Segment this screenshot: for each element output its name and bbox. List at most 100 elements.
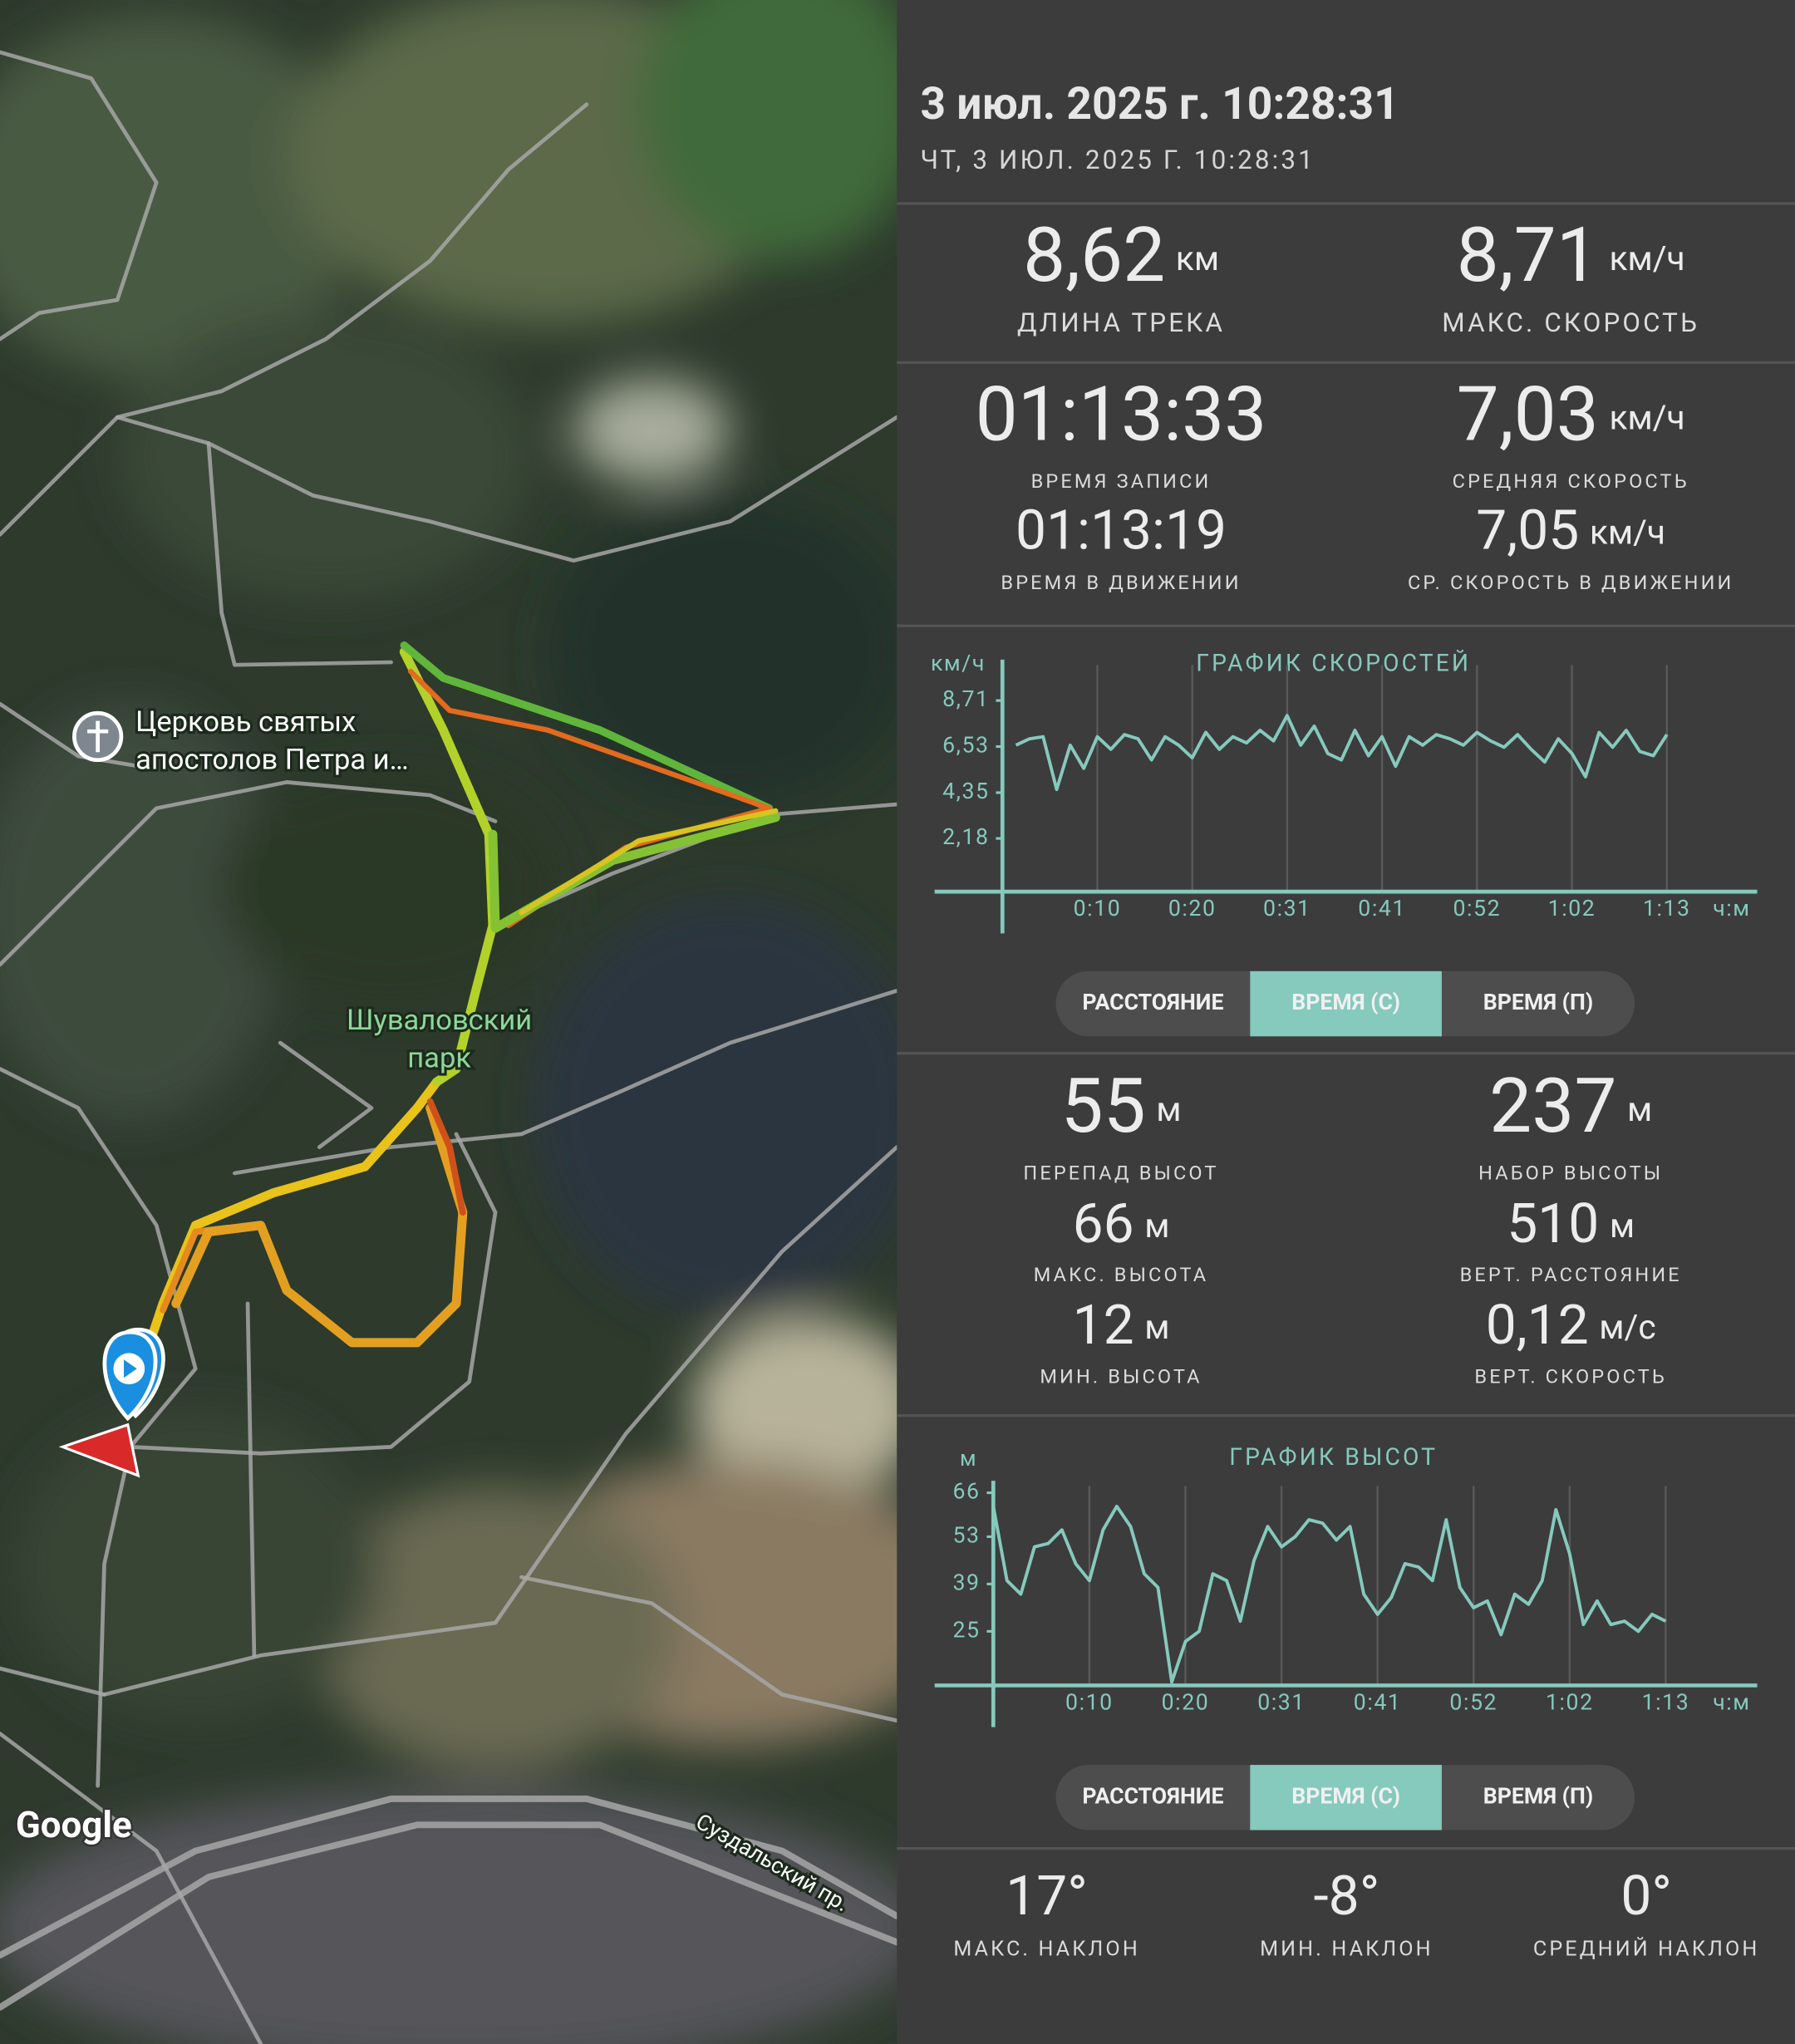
stat-label: ВЕРТ. СКОРОСТЬ bbox=[1474, 1364, 1667, 1388]
tab[interactable]: ВРЕМЯ (С) bbox=[1291, 989, 1400, 1015]
y-unit: м bbox=[960, 1445, 977, 1472]
tab[interactable]: РАССТОЯНИЕ bbox=[1082, 989, 1223, 1015]
roads bbox=[0, 50, 901, 2044]
stat-label: ВРЕМЯ В ДВИЖЕНИИ bbox=[1001, 571, 1241, 594]
x-tick-label: 0:10 bbox=[1074, 895, 1122, 921]
x-tick-label: 0:52 bbox=[1453, 895, 1501, 921]
poi[interactable]: Церковь святых апостолов Петра и… bbox=[72, 703, 411, 779]
stat-unit: км/ч bbox=[1609, 238, 1684, 278]
stat-number: 8,71 bbox=[1457, 212, 1599, 300]
poi-label: Церковь святых bbox=[135, 705, 356, 739]
stat-unit: м/с bbox=[1599, 1307, 1655, 1347]
stat-label: СРЕДНИЙ НАКЛОН bbox=[1533, 1936, 1760, 1961]
y-tick-label: 66 bbox=[952, 1478, 980, 1505]
park-label: Шуваловский bbox=[347, 1004, 532, 1037]
map[interactable]: Церковь святых апостолов Петра и… Шувало… bbox=[0, 0, 965, 2044]
x-tick-label: 0:20 bbox=[1168, 895, 1217, 921]
x-tick-label: 1:02 bbox=[1546, 1688, 1594, 1715]
tab-active bbox=[1250, 970, 1442, 1037]
tab[interactable]: ВРЕМЯ (П) bbox=[1483, 989, 1594, 1015]
x-tick-label: 1:13 bbox=[1643, 895, 1691, 921]
x-tick-label: 0:31 bbox=[1257, 1688, 1306, 1715]
stat-number: 0,12 bbox=[1486, 1295, 1589, 1359]
stat-label: МИН. ВЫСОТА bbox=[1040, 1364, 1202, 1388]
stat-label: ВЕРТ. РАССТОЯНИЕ bbox=[1460, 1263, 1682, 1286]
park-label: парк bbox=[407, 1042, 471, 1075]
y-tick-label: 39 bbox=[952, 1569, 980, 1595]
stat-number: 7,05 bbox=[1476, 499, 1579, 563]
x-tick-label: 0:41 bbox=[1358, 895, 1406, 921]
stat-unit: м bbox=[1156, 1089, 1181, 1129]
data-line bbox=[1015, 714, 1669, 792]
x-unit: ч:м bbox=[1713, 1688, 1750, 1715]
y-tick-label: 2,18 bbox=[942, 823, 989, 850]
x-tick-label: 0:20 bbox=[1162, 1688, 1210, 1715]
tab[interactable]: ВРЕМЯ (С) bbox=[1291, 1782, 1400, 1809]
stat-unit: км/ч bbox=[1590, 512, 1665, 552]
stat-number: 01:13:19 bbox=[1016, 499, 1227, 563]
tab[interactable]: ВРЕМЯ (П) bbox=[1483, 1782, 1594, 1809]
stat-unit: км bbox=[1176, 238, 1219, 278]
stat-label: ПЕРЕПАД ВЫСОТ bbox=[1023, 1162, 1218, 1185]
y-tick-label: 25 bbox=[952, 1616, 980, 1643]
stat-value: 66 м bbox=[1073, 1192, 1170, 1256]
stat-number: 12 bbox=[1073, 1295, 1134, 1359]
stat-number: 237 bbox=[1489, 1063, 1616, 1151]
stat-label: ВРЕМЯ ЗАПИСИ bbox=[1031, 469, 1212, 493]
x-tick-label: 1:13 bbox=[1642, 1688, 1690, 1715]
logo: Google bbox=[16, 1803, 132, 1846]
end-marker[interactable] bbox=[58, 1422, 140, 1478]
x-tick-label: 0:10 bbox=[1065, 1688, 1114, 1715]
stat-value: 8,62 км bbox=[1023, 212, 1219, 300]
stat-value: 7,05 км/ч bbox=[1476, 499, 1665, 563]
stat-number: 0° bbox=[1620, 1865, 1672, 1929]
stat-number: -8° bbox=[1313, 1865, 1379, 1929]
track bbox=[132, 641, 780, 1387]
y-tick-label: 53 bbox=[952, 1521, 980, 1548]
x-tick-label: 0:52 bbox=[1449, 1688, 1497, 1715]
tab[interactable]: РАССТОЯНИЕ bbox=[1082, 1782, 1223, 1809]
stat-value: 12 м bbox=[1073, 1295, 1170, 1359]
stat-number: 17° bbox=[1006, 1865, 1088, 1929]
satellite-imagery bbox=[0, 0, 965, 2044]
stat-label: СРЕДНЯЯ СКОРОСТЬ bbox=[1453, 469, 1689, 493]
x-tick-label: 0:41 bbox=[1354, 1688, 1402, 1715]
stat-label: МАКС. ВЫСОТА bbox=[1034, 1263, 1208, 1286]
stat-value: 0,12 м/с bbox=[1486, 1295, 1656, 1359]
stat-value: 55 м bbox=[1060, 1063, 1181, 1151]
stat-value: 01:13:33 bbox=[976, 371, 1267, 459]
x-tick-label: 1:02 bbox=[1548, 895, 1596, 921]
dividers bbox=[897, 202, 1795, 1850]
title: 3 июл. 2025 г. 10:28:31 bbox=[920, 79, 1399, 130]
stat-value: 7,03 км/ч bbox=[1457, 371, 1685, 459]
y-tick-label: 4,35 bbox=[942, 778, 989, 804]
stat-label: ДЛИНА ТРЕКА bbox=[1017, 307, 1225, 338]
stat-value: 17° bbox=[1006, 1865, 1088, 1929]
x-tick-label: 0:31 bbox=[1263, 895, 1311, 921]
stat-value: 510 м bbox=[1507, 1192, 1635, 1256]
stat-label: МАКС. НАКЛОН bbox=[953, 1937, 1140, 1961]
y-unit: км/ч bbox=[931, 650, 986, 676]
stat-label: МИН. НАКЛОН bbox=[1260, 1937, 1434, 1961]
stat-number: 510 bbox=[1507, 1192, 1599, 1256]
stat-number: 66 bbox=[1073, 1192, 1134, 1256]
chart-title: ГРАФИК СКОРОСТЕЙ bbox=[1196, 650, 1471, 677]
stat-unit: м bbox=[1144, 1206, 1169, 1246]
stat-value: 0° bbox=[1620, 1865, 1672, 1929]
stat-unit: м bbox=[1627, 1089, 1652, 1129]
stat-label: СР. СКОРОСТЬ В ДВИЖЕНИИ bbox=[1408, 571, 1734, 594]
stat-label: МАКС. СКОРОСТЬ bbox=[1442, 307, 1699, 338]
stat-unit: м bbox=[1610, 1206, 1635, 1246]
start-marker[interactable] bbox=[102, 1327, 165, 1422]
data-line bbox=[991, 1504, 1667, 1684]
stat-unit: м bbox=[1144, 1307, 1169, 1347]
stat-value: -8° bbox=[1313, 1865, 1379, 1929]
stat-number: 8,62 bbox=[1023, 212, 1165, 300]
subtitle: ЧТ, 3 ИЮЛ. 2025 Г. 10:28:31 bbox=[920, 145, 1315, 175]
stat-value: 01:13:19 bbox=[1016, 499, 1227, 563]
stat-unit: км/ч bbox=[1609, 397, 1684, 437]
y-tick-label: 6,53 bbox=[942, 732, 989, 759]
tab-active bbox=[1250, 1765, 1442, 1830]
